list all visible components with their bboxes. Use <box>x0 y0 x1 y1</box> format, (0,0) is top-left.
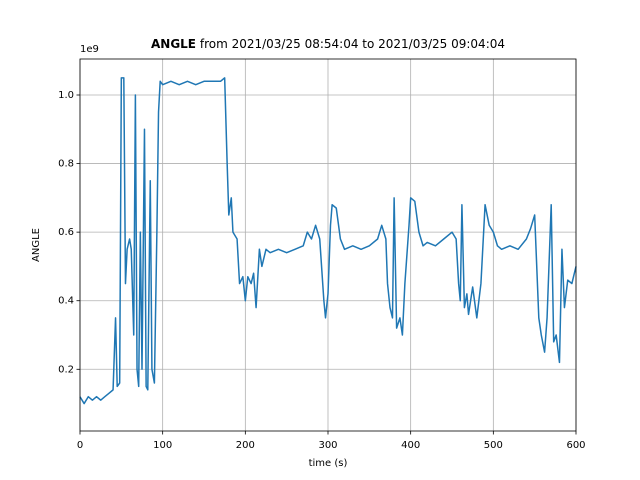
x-tick-label: 600 <box>566 440 585 451</box>
y-tick-label: 0.8 <box>58 159 74 170</box>
y-tick-label: 0.2 <box>58 364 74 375</box>
x-axis-label: time (s) <box>309 458 348 469</box>
x-tick-label: 400 <box>401 440 420 451</box>
title-bold: ANGLE <box>151 37 196 51</box>
x-tick-label: 300 <box>318 440 337 451</box>
y-axis-label: ANGLE <box>31 228 42 262</box>
x-tick-label: 200 <box>236 440 255 451</box>
x-tick-label: 0 <box>77 440 83 451</box>
title-rest: from 2021/03/25 08:54:04 to 2021/03/25 0… <box>200 37 505 51</box>
x-tick-label: 100 <box>153 440 172 451</box>
y-tick-label: 1.0 <box>58 90 74 101</box>
data-line <box>79 77 577 405</box>
y-tick-label: 0.6 <box>58 227 74 238</box>
x-tick-label: 500 <box>484 440 503 451</box>
plot-frame <box>79 58 577 432</box>
y-tick-label: 0.4 <box>58 296 74 307</box>
y-offset-label: 1e9 <box>80 44 99 55</box>
chart-title: ANGLE from 2021/03/25 08:54:04 to 2021/0… <box>151 37 505 51</box>
